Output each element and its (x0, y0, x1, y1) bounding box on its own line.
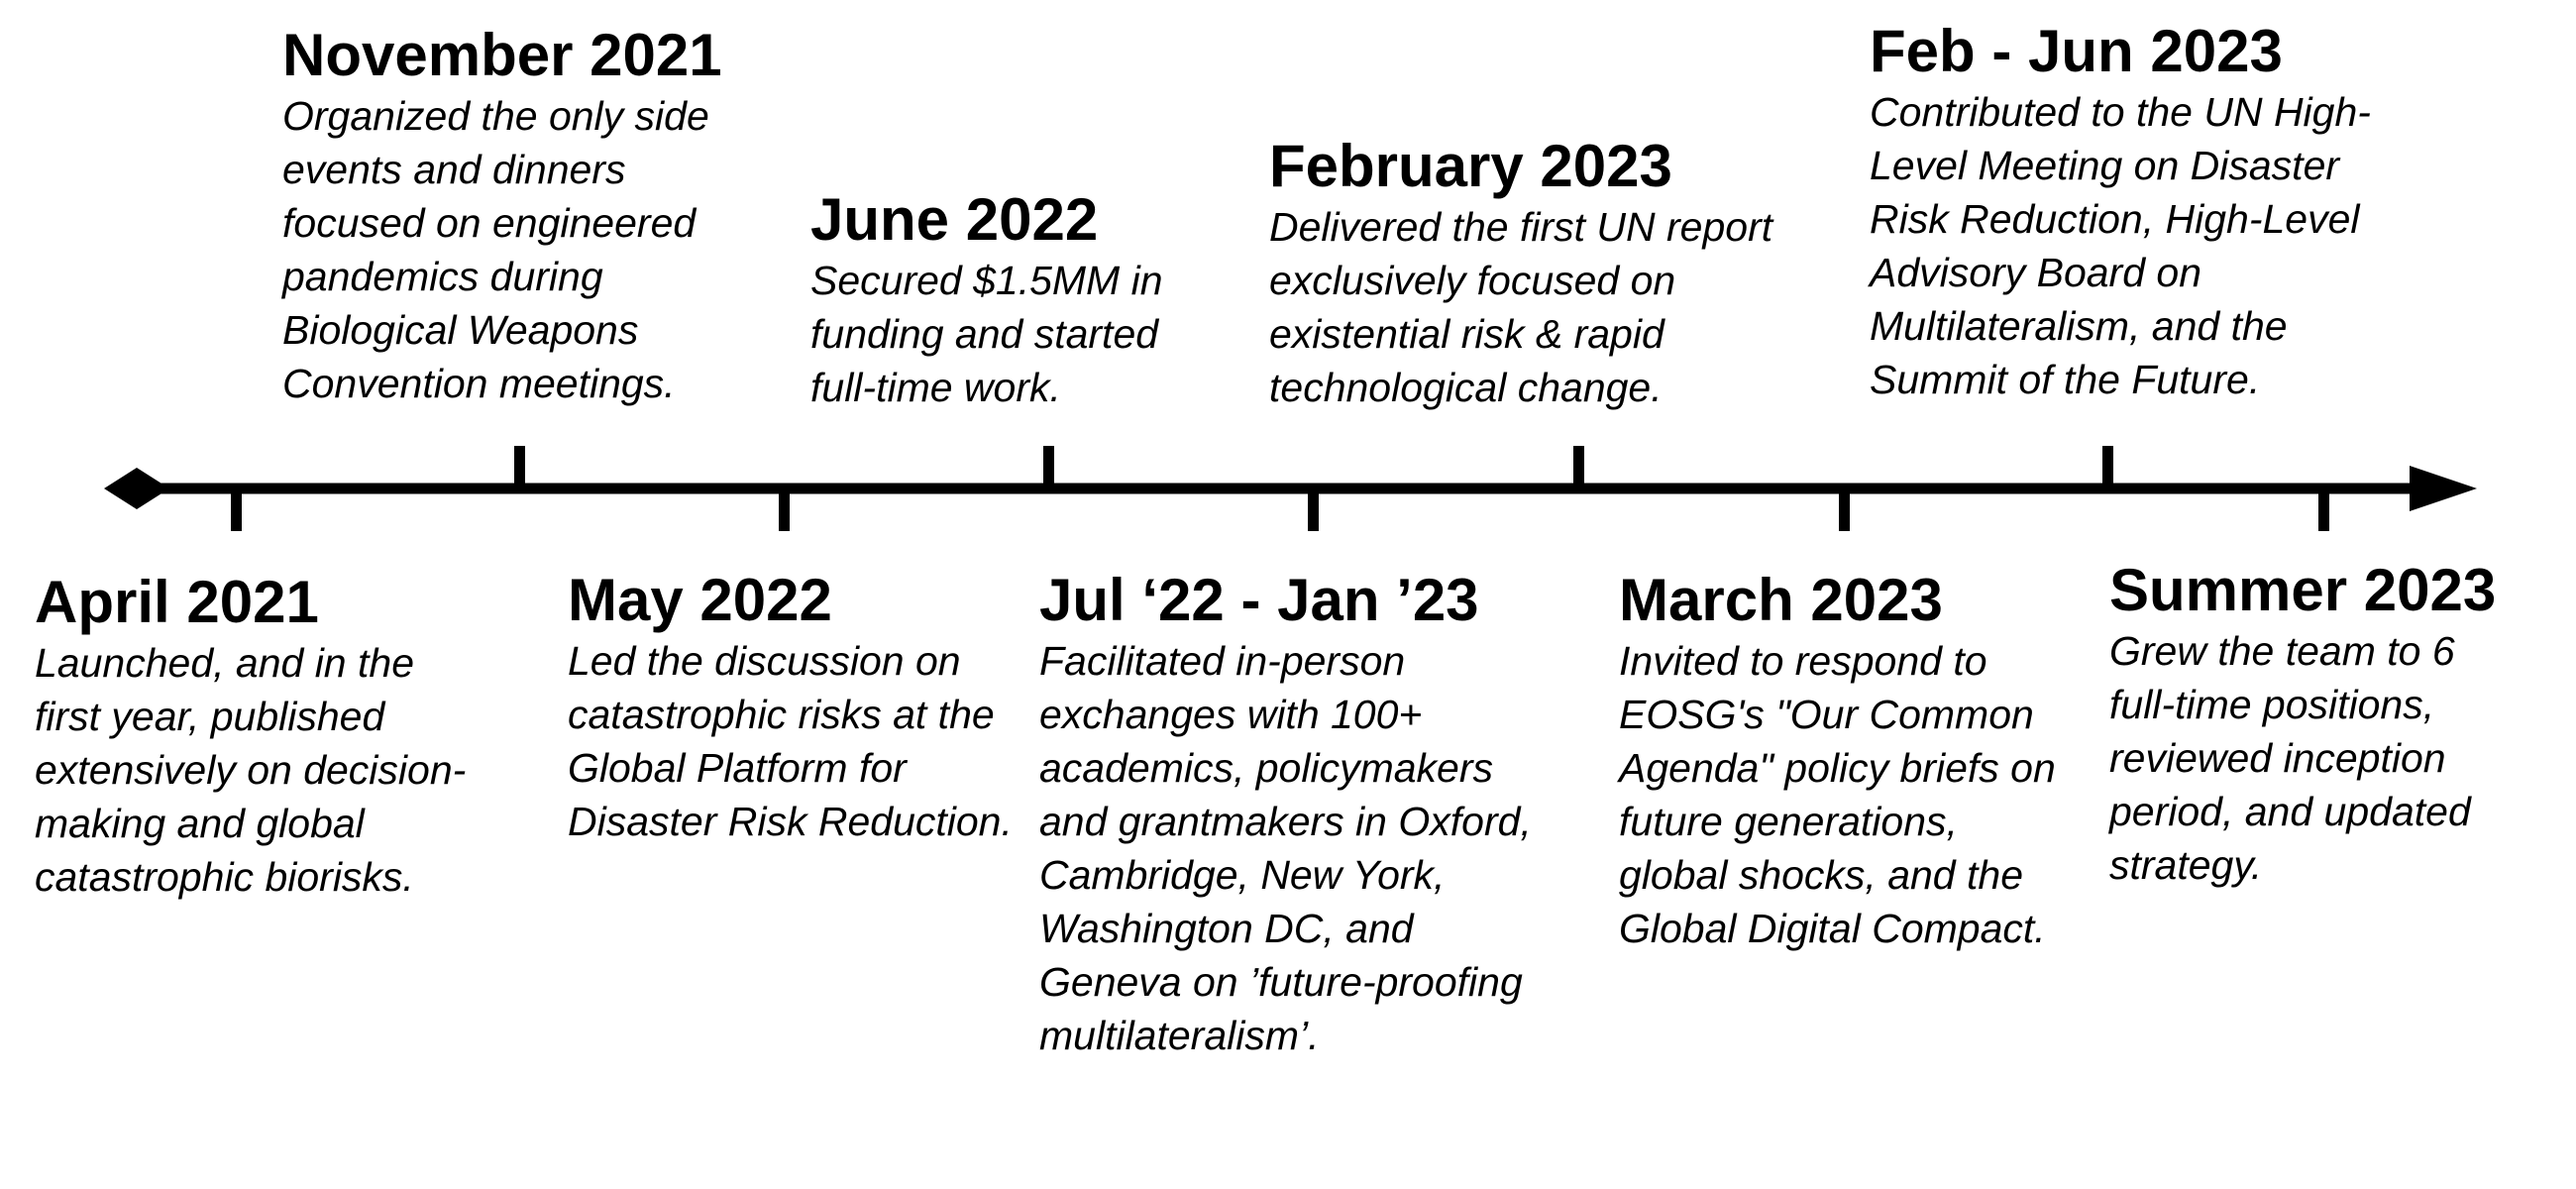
event-jul22-jan23: Jul ‘22 - Jan ’23 Facilitated in-person … (1039, 567, 1555, 1062)
event-june-2022: June 2022 Secured $1.5MM in funding and … (810, 186, 1227, 414)
tick-june-2022 (1043, 446, 1054, 493)
tick-may-2022 (779, 484, 790, 531)
event-title: Feb - Jun 2023 (1870, 18, 2283, 84)
event-title: May 2022 (568, 567, 832, 633)
event-description: Led the discussion on catastrophic risks… (568, 638, 1013, 844)
tick-jul22-jan23 (1308, 484, 1319, 531)
event-description: Facilitated in-person exchanges with 100… (1039, 638, 1532, 1058)
event-title: April 2021 (35, 569, 319, 635)
event-november-2021: November 2021 Organized the only side ev… (282, 22, 807, 410)
event-title: February 2023 (1269, 133, 1672, 199)
event-february-2023: February 2023 Delivered the first UN rep… (1269, 133, 1844, 414)
timeline-start-diamond (104, 468, 169, 509)
event-description: Delivered the first UN report exclusivel… (1269, 204, 1773, 410)
event-summer-2023: Summer 2023 Grew the team to 6 full-time… (2109, 557, 2545, 892)
event-description: Grew the team to 6 full-time positions, … (2109, 628, 2471, 888)
event-description: Contributed to the UN High-Level Meeting… (1870, 89, 2371, 402)
tick-november-2021 (514, 446, 525, 493)
event-description: Invited to respond to EOSG's "Our Common… (1619, 638, 2056, 951)
event-title: Summer 2023 (2109, 557, 2497, 623)
event-title: March 2023 (1619, 567, 1943, 633)
tick-april-2021 (231, 484, 242, 531)
event-feb-jun-2023: Feb - Jun 2023 Contributed to the UN Hig… (1870, 18, 2424, 406)
event-title: June 2022 (810, 186, 1099, 253)
tick-february-2023 (1573, 446, 1584, 493)
event-title: Jul ‘22 - Jan ’23 (1039, 567, 1479, 633)
event-march-2023: March 2023 Invited to respond to EOSG's … (1619, 567, 2065, 955)
event-may-2022: May 2022 Led the discussion on catastrop… (568, 567, 1014, 848)
event-description: Organized the only side events and dinne… (282, 93, 709, 406)
tick-march-2023 (1839, 484, 1850, 531)
tick-summer-2023 (2318, 484, 2329, 531)
event-title: November 2021 (282, 22, 722, 88)
event-description: Launched, and in the first year, publish… (35, 640, 467, 900)
tick-feb-jun-2023 (2102, 446, 2113, 493)
event-description: Secured $1.5MM in funding and started fu… (810, 258, 1163, 410)
event-april-2021: April 2021 Launched, and in the first ye… (35, 569, 500, 904)
timeline-end-arrow (2410, 466, 2477, 511)
